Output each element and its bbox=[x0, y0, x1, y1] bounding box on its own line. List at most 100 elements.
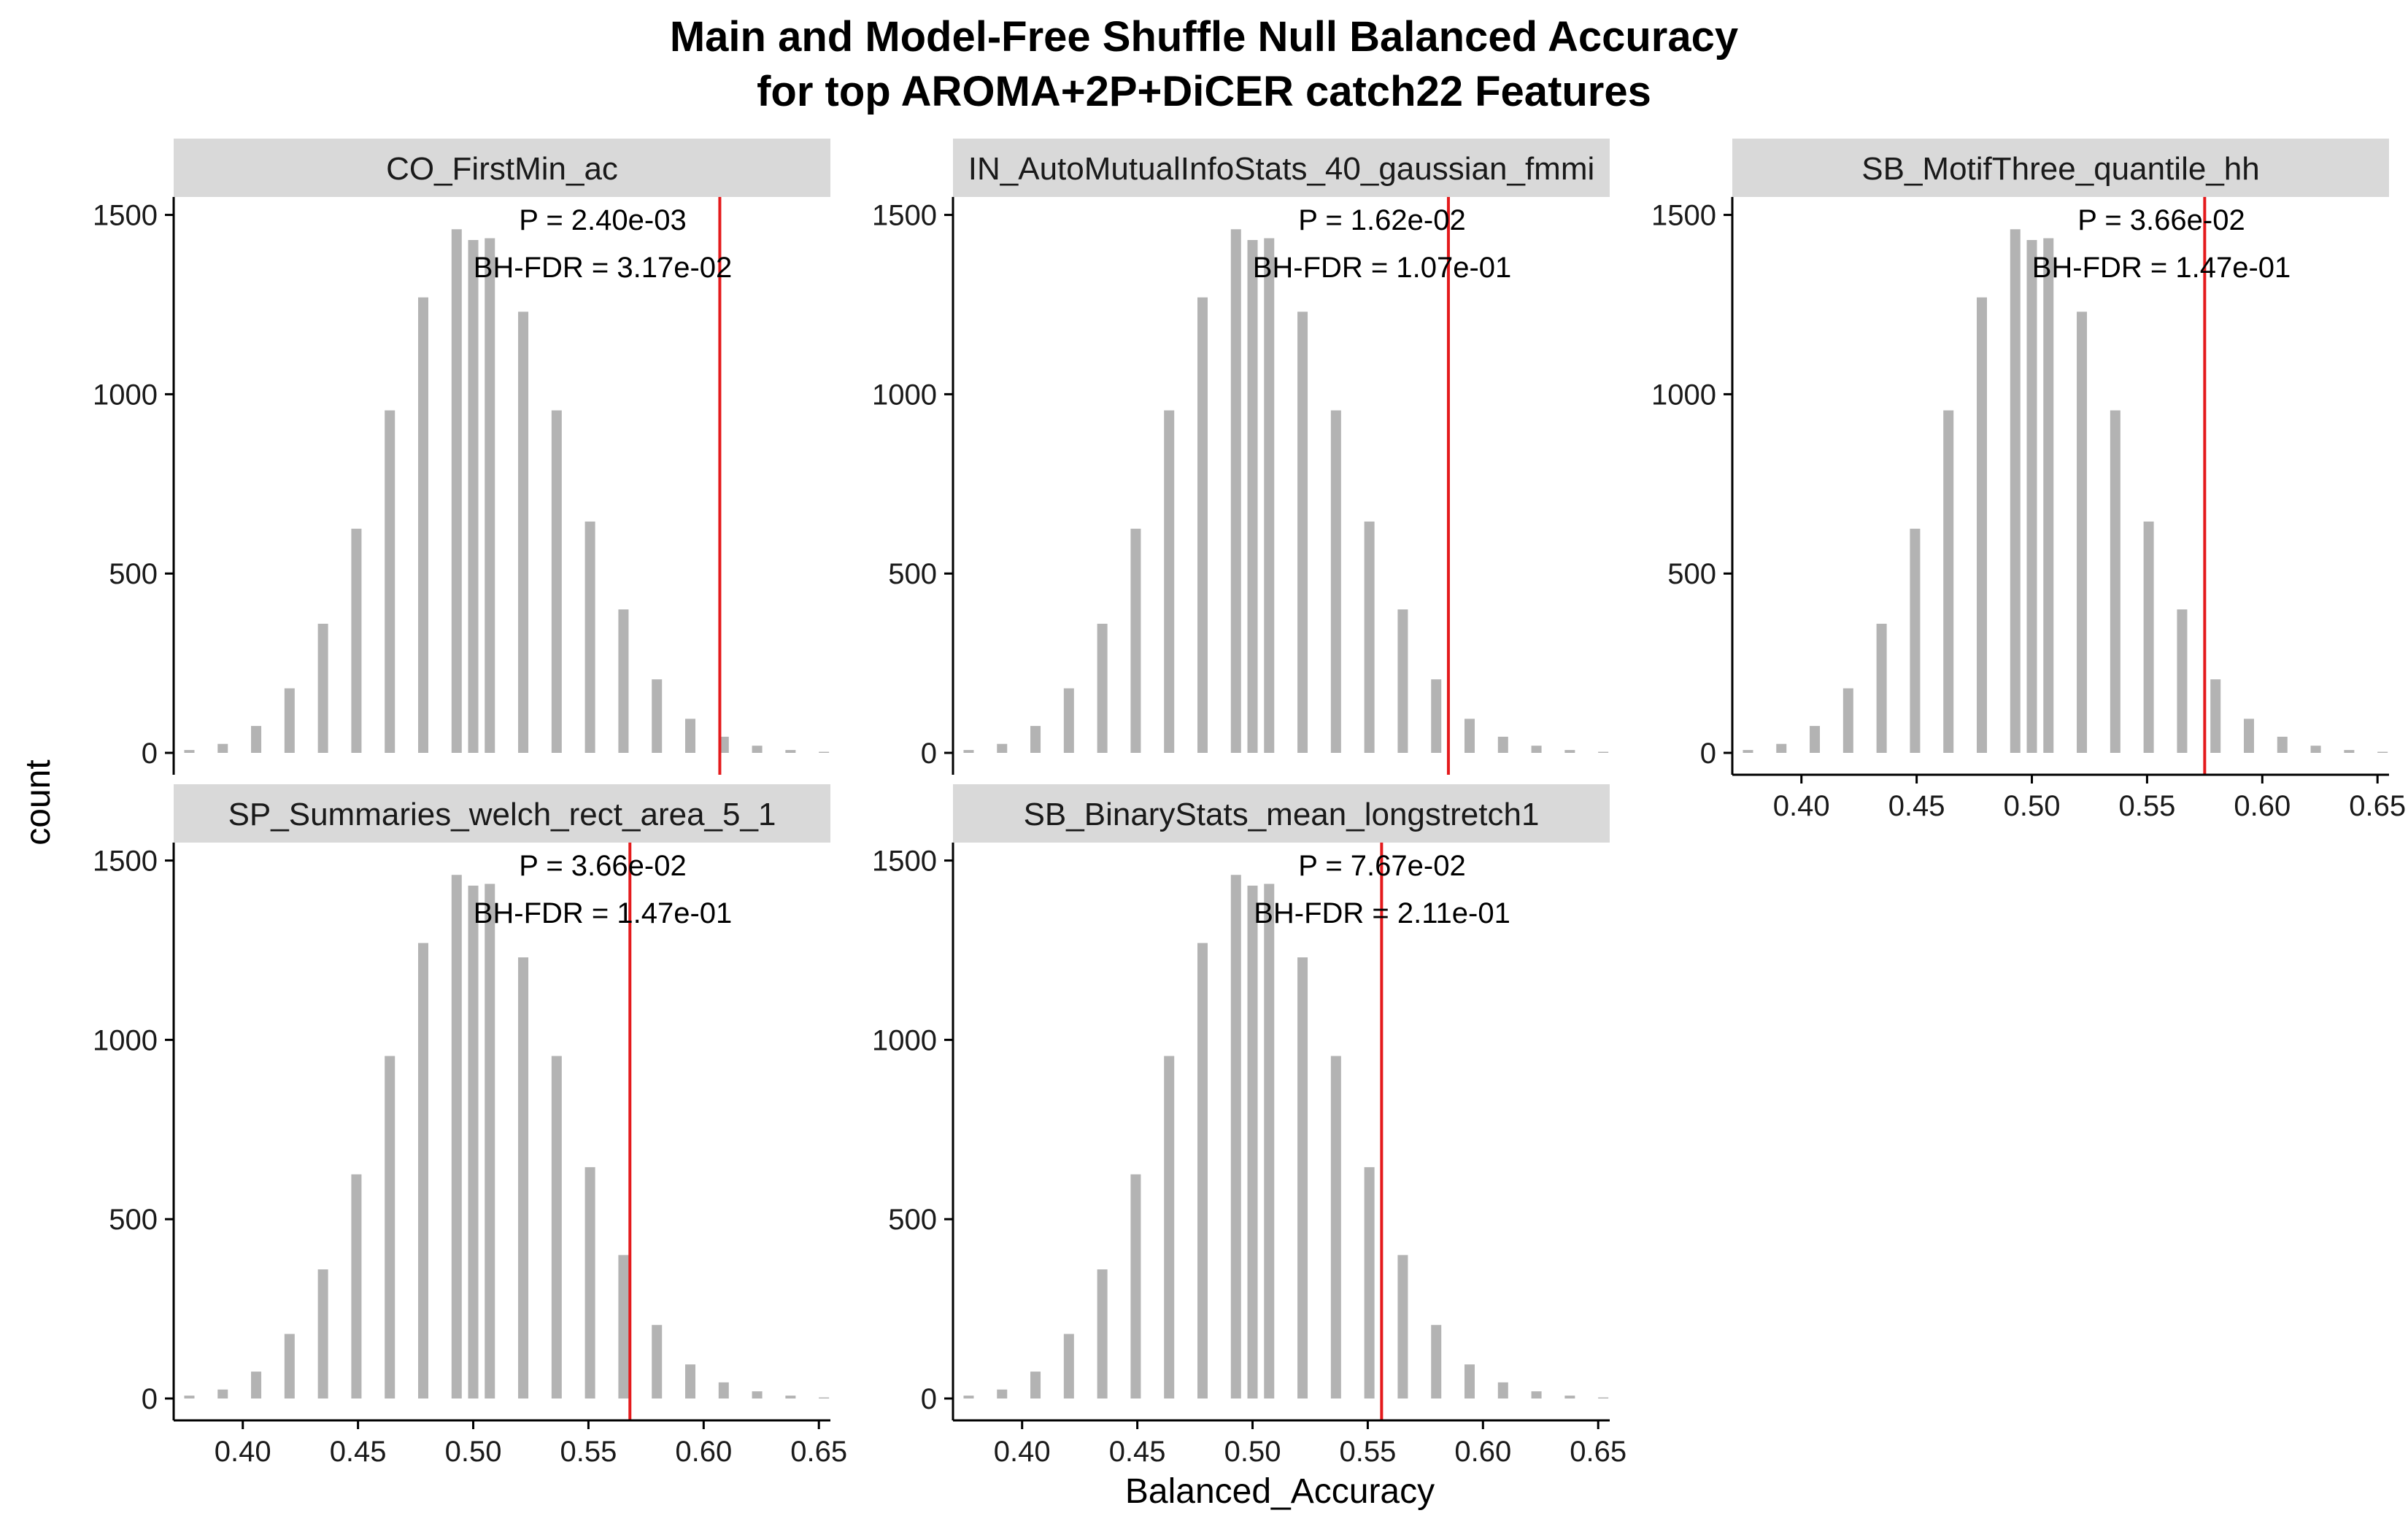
histogram-bar bbox=[184, 750, 195, 753]
facet-strip-label: SP_Summaries_welch_rect_area_5_1 bbox=[228, 797, 776, 832]
facet-strip bbox=[174, 139, 830, 197]
x-tick-label: 0.50 bbox=[445, 1436, 502, 1468]
histogram-bar bbox=[1564, 1396, 1575, 1398]
histogram-bar bbox=[1431, 679, 1442, 753]
histogram-bar bbox=[1030, 1372, 1041, 1398]
x-tick-label: 0.55 bbox=[1339, 1436, 1396, 1468]
x-tick-label: 0.55 bbox=[2118, 790, 2175, 822]
histogram-bar bbox=[1164, 1056, 1175, 1398]
histogram-bar bbox=[468, 239, 479, 754]
x-tick-label: 0.50 bbox=[1224, 1436, 1281, 1468]
x-tick-label: 0.50 bbox=[2004, 790, 2061, 822]
histogram-bar bbox=[2010, 229, 2021, 754]
histogram-bar bbox=[1297, 957, 1308, 1398]
facet-panel: IN_AutoMutualInfoStats_40_gaussian_fmmi P… bbox=[872, 139, 1610, 775]
histogram-bar bbox=[1431, 1325, 1442, 1398]
histogram-bar bbox=[584, 1167, 595, 1398]
histogram-bar bbox=[351, 1174, 362, 1398]
x-tick-label: 0.40 bbox=[994, 1436, 1051, 1468]
histogram-bar bbox=[1130, 528, 1141, 753]
p-value-annotation: P = 1.62e-02 bbox=[1298, 204, 1465, 236]
y-tick-label: 0 bbox=[921, 1383, 937, 1415]
y-tick-label: 1000 bbox=[1651, 379, 1716, 411]
histogram-bar bbox=[2277, 736, 2288, 753]
facet-panel: SB_MotifThree_quantile_hh P = 3.66e-02 BH-… bbox=[1651, 139, 2406, 822]
p-value-annotation: P = 3.66e-02 bbox=[519, 850, 686, 882]
y-tick-label: 1000 bbox=[872, 379, 937, 411]
facet-panel: CO_FirstMin_ac P = 2.40e-03 BH-FDR = 3.17e… bbox=[93, 139, 830, 775]
figure-title-line2: for top AROMA+2P+DiCER catch22 Features bbox=[757, 68, 1651, 115]
y-tick-label: 500 bbox=[888, 558, 937, 590]
histogram-bar bbox=[997, 743, 1008, 753]
histogram-bar bbox=[284, 688, 295, 753]
histogram-bar bbox=[1876, 624, 1887, 753]
histogram-bar bbox=[1977, 297, 1987, 753]
histogram-bar bbox=[618, 609, 629, 753]
figure-title-line1: Main and Model-Free Shuffle Null Balance… bbox=[670, 13, 1738, 61]
p-value-annotation: P = 7.67e-02 bbox=[1298, 850, 1465, 882]
histogram-bar bbox=[2210, 679, 2221, 753]
histogram-bar bbox=[618, 1255, 629, 1398]
histogram-bar bbox=[1465, 1364, 1475, 1398]
histogram-bar bbox=[1097, 1269, 1108, 1398]
histogram-bar bbox=[1364, 521, 1375, 753]
y-axis-label: count bbox=[19, 759, 58, 845]
histogram-bar bbox=[551, 1056, 562, 1398]
histogram-bar bbox=[1030, 726, 1041, 753]
histogram-bar bbox=[1531, 1391, 1542, 1398]
histogram-bar bbox=[652, 1325, 663, 1398]
histogram-bar bbox=[485, 883, 495, 1398]
histogram-bar bbox=[385, 410, 395, 753]
histogram-bar bbox=[1247, 885, 1258, 1398]
histogram-bar bbox=[518, 957, 529, 1398]
histogram-bar bbox=[1230, 875, 1241, 1398]
histogram-bar bbox=[317, 1269, 328, 1398]
histogram-bar bbox=[652, 679, 663, 753]
histogram-bar bbox=[1397, 609, 1408, 753]
histogram-bar bbox=[485, 238, 495, 753]
facet-strip-label: IN_AutoMutualInfoStats_40_gaussian_fmmi bbox=[968, 151, 1595, 187]
histogram-bar bbox=[1330, 1056, 1341, 1398]
histogram-bar bbox=[1910, 528, 1921, 753]
histogram-bar bbox=[2043, 238, 2054, 753]
y-tick-label: 500 bbox=[109, 1204, 158, 1236]
x-tick-label: 0.45 bbox=[1109, 1436, 1166, 1468]
histogram-bar bbox=[1497, 736, 1508, 753]
p-value-annotation: P = 2.40e-03 bbox=[519, 204, 686, 236]
x-tick-label: 0.40 bbox=[215, 1436, 271, 1468]
histogram-bar bbox=[752, 1391, 763, 1398]
facet-panel: SB_BinaryStats_mean_longstretch1 P = 7.67… bbox=[872, 784, 1626, 1468]
histogram-bar bbox=[2310, 746, 2321, 753]
histogram-bar bbox=[1297, 312, 1308, 753]
x-tick-label: 0.60 bbox=[675, 1436, 732, 1468]
x-tick-label: 0.65 bbox=[2349, 790, 2406, 822]
facet-strip bbox=[1732, 139, 2389, 197]
histogram-bar bbox=[963, 1396, 974, 1398]
histogram-bar bbox=[418, 297, 428, 753]
histogram-bar bbox=[2344, 750, 2355, 753]
y-tick-label: 0 bbox=[142, 738, 158, 770]
histogram-bar bbox=[1810, 726, 1821, 753]
y-tick-label: 1500 bbox=[1651, 200, 1716, 232]
histogram-bar bbox=[418, 943, 428, 1398]
x-tick-label: 0.65 bbox=[1570, 1436, 1626, 1468]
histogram-bar bbox=[1330, 410, 1341, 753]
histogram-bar bbox=[1465, 719, 1475, 753]
y-tick-label: 0 bbox=[142, 1383, 158, 1415]
histogram-bar bbox=[1776, 743, 1787, 753]
histogram-bar bbox=[1842, 688, 1853, 753]
histogram-bar bbox=[1564, 750, 1575, 753]
histogram-bar bbox=[1264, 883, 1275, 1398]
histogram-bar bbox=[1743, 750, 1753, 753]
histogram-bar bbox=[1531, 746, 1542, 753]
histogram-bar bbox=[2244, 719, 2254, 753]
y-tick-label: 500 bbox=[1667, 558, 1716, 590]
facet-strip-label: SB_MotifThree_quantile_hh bbox=[1861, 151, 2259, 187]
x-axis-label: Balanced_Accuracy bbox=[1125, 1472, 1435, 1511]
facet-strip bbox=[953, 784, 1610, 843]
histogram-bar bbox=[551, 410, 562, 753]
histogram-bar bbox=[1497, 1382, 1508, 1398]
histogram-bar bbox=[2026, 239, 2037, 754]
histogram-bar bbox=[1264, 238, 1275, 753]
histogram-bar bbox=[1063, 688, 1074, 753]
